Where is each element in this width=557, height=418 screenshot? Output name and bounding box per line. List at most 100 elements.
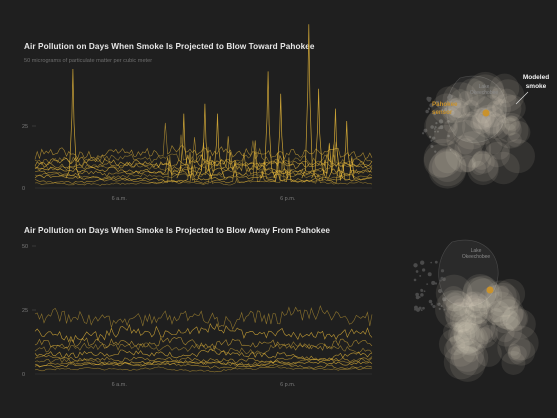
smoke-blob	[499, 310, 521, 331]
town-marker	[482, 109, 490, 117]
land-dot	[426, 283, 429, 285]
spike-line	[176, 113, 192, 179]
land-dot	[442, 297, 447, 302]
smoke-blob	[462, 108, 500, 146]
land-dot	[419, 274, 422, 277]
smoke-blob	[458, 78, 487, 106]
smoke-blob	[492, 299, 524, 330]
smoke-blob	[452, 309, 477, 334]
town-label-2: sensor	[432, 109, 453, 116]
smoke-blob	[466, 71, 505, 110]
smoke-blob	[463, 273, 498, 309]
land-dot	[450, 110, 455, 115]
series-line	[34, 154, 373, 176]
lake-label: Lake	[479, 84, 490, 90]
smoke-blob	[481, 111, 504, 134]
land-dot	[425, 109, 429, 114]
smoke-blob	[449, 321, 483, 355]
land-dot	[439, 279, 442, 282]
smoke-blob	[474, 95, 507, 128]
smoke-blob	[447, 97, 469, 119]
smoke-blob	[504, 117, 517, 131]
land-dot	[449, 148, 452, 151]
land-dot	[430, 261, 433, 264]
land-dot	[434, 125, 437, 129]
chart-toward-panel: Air Pollution on Days When Smoke Is Proj…	[0, 0, 557, 205]
smoke-blob	[489, 73, 520, 104]
smoke-blob	[488, 138, 511, 160]
series-group	[34, 305, 373, 373]
town-marker	[486, 286, 494, 294]
x-tick-label: 6 a.m.	[112, 196, 128, 202]
y-tick-label: 50	[22, 244, 28, 250]
land-dot	[429, 103, 434, 108]
spike-line	[301, 24, 317, 179]
series-line	[34, 305, 373, 330]
smoke-blob	[466, 278, 503, 315]
smoke-label: Modeled	[523, 74, 549, 81]
smoke-blob	[459, 295, 489, 325]
smoke-blob	[483, 291, 519, 327]
smoke-blob	[492, 99, 511, 118]
smoke-blob	[452, 111, 491, 150]
land-dot	[434, 260, 438, 264]
land-dot	[437, 302, 441, 306]
y-tick-label: 0	[22, 372, 25, 378]
smoke-blob	[428, 150, 467, 189]
smoke-blob	[423, 143, 458, 179]
smoke-blob	[510, 345, 527, 362]
smoke-blob	[503, 115, 520, 132]
land-dot	[433, 130, 436, 133]
smoke-blob	[502, 306, 527, 332]
smoke-blob	[485, 137, 503, 155]
land-dot	[427, 107, 431, 111]
smoke-blob	[491, 93, 522, 124]
spike-line	[311, 88, 327, 179]
land-dot	[430, 125, 434, 129]
lake-label-2: Okeechobee	[470, 90, 499, 96]
land-dot	[423, 290, 426, 293]
smoke-blob	[503, 123, 516, 137]
smoke-blob	[453, 322, 485, 354]
lake-label: Lake	[471, 248, 482, 254]
smoke-blob	[434, 124, 456, 147]
smoke-blob	[464, 311, 496, 343]
land-dot	[442, 277, 446, 282]
smoke-blob	[507, 132, 522, 147]
smoke-blob	[501, 351, 526, 375]
series-line	[34, 144, 373, 178]
smoke-blob	[434, 147, 461, 174]
smoke-blob	[496, 116, 522, 143]
smoke-blob	[475, 327, 494, 345]
land-dot	[420, 293, 424, 297]
chart-subtitle: 50 micrograms of particulate matter per …	[24, 58, 153, 64]
land-dot	[441, 109, 444, 112]
series-line	[34, 365, 373, 373]
y-tick-label: 25	[22, 124, 28, 130]
smoke-blob	[472, 104, 507, 139]
land-dot	[430, 139, 433, 142]
smoke-blob	[471, 81, 487, 97]
smoke-blob	[458, 90, 473, 106]
chart-title: Air Pollution on Days When Smoke Is Proj…	[24, 42, 315, 51]
series-line	[34, 151, 373, 184]
smoke-blob	[489, 87, 508, 105]
y-tick-label: 0	[22, 186, 25, 192]
smoke-blob	[495, 323, 515, 343]
land-dot	[420, 260, 425, 265]
land-dot	[437, 288, 443, 294]
series-line	[34, 323, 373, 343]
land-dot	[429, 273, 431, 276]
smoke-blob	[490, 314, 523, 347]
series-line	[34, 360, 373, 368]
smoke-blob	[504, 325, 539, 361]
smoke-blob	[462, 291, 489, 318]
smoke-blob	[449, 346, 486, 382]
smoke-blob	[448, 321, 476, 349]
smoke-blob	[457, 319, 478, 340]
smoke-blob	[442, 286, 465, 309]
land-dot	[447, 134, 450, 138]
